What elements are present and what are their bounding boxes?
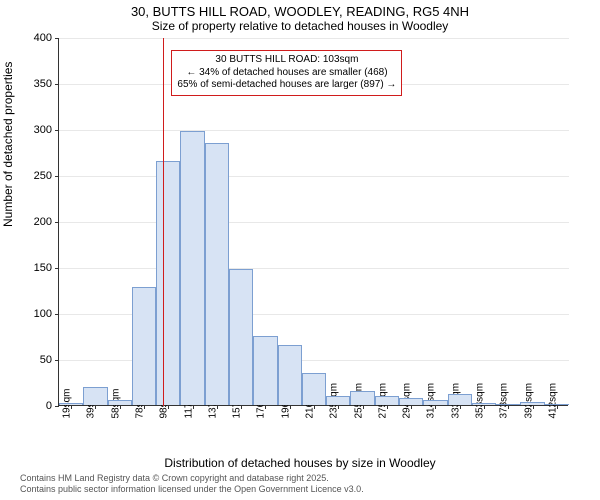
- histogram-bar: [350, 391, 374, 405]
- gridline: [59, 268, 569, 269]
- histogram-bar: [132, 287, 156, 405]
- ytick-label: 50: [22, 354, 52, 366]
- histogram-bar: [253, 336, 277, 405]
- gridline: [59, 130, 569, 131]
- footnote-line1: Contains HM Land Registry data © Crown c…: [20, 473, 364, 484]
- histogram-bar: [180, 131, 204, 405]
- ytick-label: 0: [22, 400, 52, 412]
- gridline: [59, 176, 569, 177]
- histogram-bar: [302, 373, 326, 405]
- ytick-label: 300: [22, 124, 52, 136]
- histogram-bar: [472, 403, 496, 405]
- annotation-line3: 65% of semi-detached houses are larger (…: [177, 79, 396, 92]
- histogram-bar: [83, 387, 107, 405]
- annotation-line1: 30 BUTTS HILL ROAD: 103sqm: [177, 54, 396, 67]
- ytick-label: 250: [22, 170, 52, 182]
- histogram-bar: [278, 345, 302, 405]
- chart-area: 30 BUTTS HILL ROAD: 103sqm← 34% of detac…: [58, 38, 568, 406]
- histogram-bar: [545, 404, 569, 405]
- histogram-bar: [59, 403, 83, 405]
- histogram-bar: [375, 396, 399, 405]
- y-axis-label: Number of detached properties: [1, 62, 15, 227]
- ytick-label: 100: [22, 308, 52, 320]
- ytick-label: 400: [22, 32, 52, 44]
- chart-title-line1: 30, BUTTS HILL ROAD, WOODLEY, READING, R…: [0, 0, 600, 19]
- histogram-bar: [156, 161, 180, 405]
- histogram-bar: [326, 396, 350, 405]
- histogram-bar: [205, 143, 229, 405]
- ytick-label: 200: [22, 216, 52, 228]
- property-marker-line: [163, 38, 164, 406]
- histogram-bar: [229, 269, 253, 405]
- ytick-label: 350: [22, 78, 52, 90]
- footnote-line2: Contains public sector information licen…: [20, 484, 364, 495]
- x-axis-label: Distribution of detached houses by size …: [0, 456, 600, 470]
- ytick-label: 150: [22, 262, 52, 274]
- histogram-bar: [399, 398, 423, 405]
- chart-title-line2: Size of property relative to detached ho…: [0, 19, 600, 35]
- annotation-line2: ← 34% of detached houses are smaller (46…: [177, 67, 396, 80]
- histogram-bar: [108, 400, 132, 405]
- annotation-box: 30 BUTTS HILL ROAD: 103sqm← 34% of detac…: [171, 50, 402, 96]
- plot-area: 30 BUTTS HILL ROAD: 103sqm← 34% of detac…: [58, 38, 568, 406]
- footnote: Contains HM Land Registry data © Crown c…: [20, 473, 364, 495]
- ytick-mark: [55, 406, 59, 407]
- gridline: [59, 38, 569, 39]
- histogram-bar: [423, 400, 447, 405]
- histogram-bar: [448, 394, 472, 405]
- histogram-bar: [520, 402, 544, 405]
- histogram-bar: [496, 404, 520, 405]
- gridline: [59, 222, 569, 223]
